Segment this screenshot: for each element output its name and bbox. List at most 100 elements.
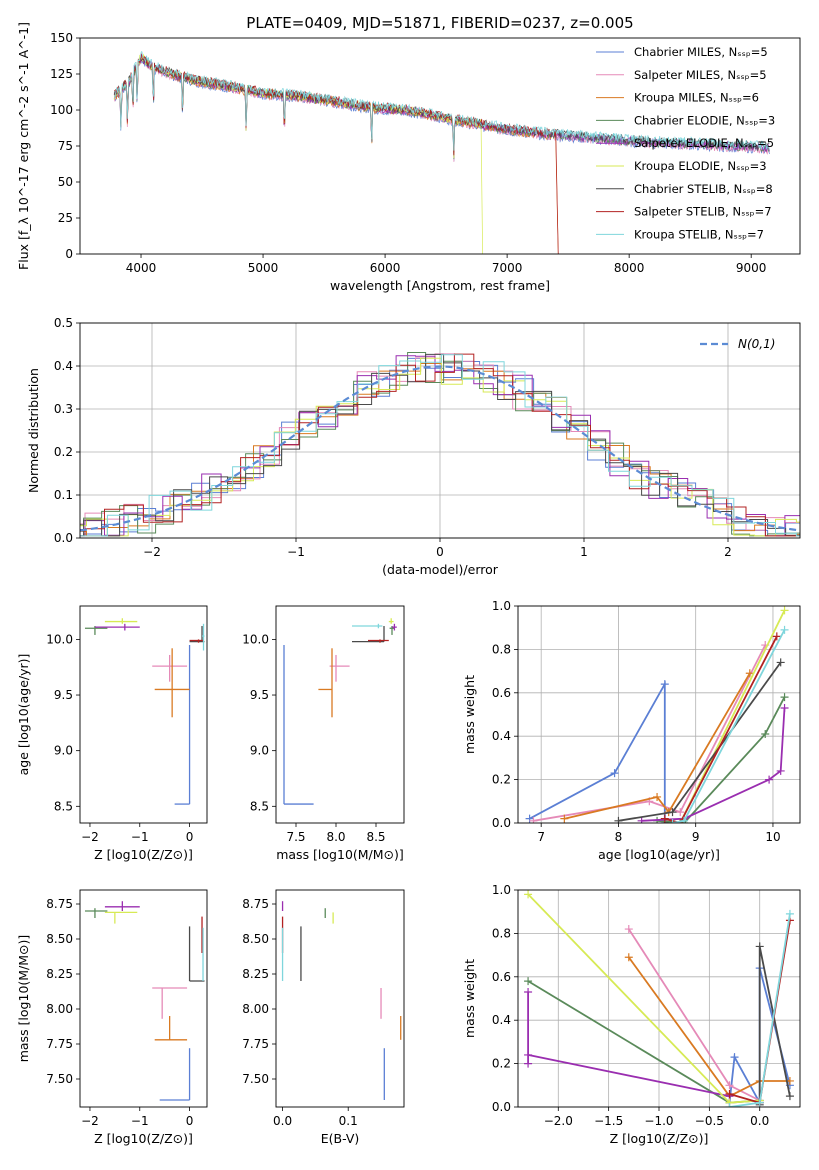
x-tick-label: −2.0 — [544, 1114, 573, 1128]
data-point — [524, 1050, 533, 1059]
x-tick-label: −1 — [131, 1114, 149, 1128]
histogram-step — [80, 353, 800, 537]
data-point — [730, 1053, 739, 1062]
y-tick-label: 8.5 — [250, 799, 269, 813]
y-tick-label: 9.5 — [250, 688, 269, 702]
x-tick-label: −1 — [131, 830, 149, 844]
plot-area-mass-vs-ebv — [281, 901, 402, 1100]
data-point — [785, 909, 794, 918]
plot-area-massweight-vs-age — [525, 606, 789, 823]
y-tick-label: 8.25 — [242, 967, 269, 981]
x-tick-label: 8.5 — [366, 830, 385, 844]
data-point — [755, 1098, 764, 1107]
y-axis-label: age [log10(age/yr)] — [16, 654, 31, 776]
x-tick-label: −1 — [287, 545, 305, 559]
histogram-step — [80, 353, 800, 531]
y-tick-label: 9.0 — [250, 744, 269, 758]
panel-spectrum: 4000 5000 6000 7000 8000 9000 0 25 50 75 100 125 150… — [16, 22, 801, 293]
mass-weight-line — [527, 893, 760, 1104]
y-tick-label: 0.0 — [492, 816, 511, 830]
panel-age-vs-Z: −2 −1 0 8.5 9.0 9.5 10.0 Z [log10(Z/Z⊙)] age [lo… — [16, 605, 208, 862]
histogram-step — [80, 357, 800, 537]
x-tick-label: 7.5 — [286, 830, 305, 844]
data-point — [780, 625, 789, 634]
x-tick-label: 5000 — [248, 261, 279, 275]
y-tick-label: 0.4 — [492, 1013, 511, 1027]
plot-area-residuals — [80, 352, 800, 537]
data-point — [653, 792, 662, 801]
y-tick-label: 8.75 — [46, 897, 73, 911]
x-axis-label: mass [log10(M/M⊙)] — [276, 847, 404, 862]
gaussian-curve — [80, 365, 800, 532]
legend-label: Kroupa MILES, Nₛₛₚ=6 — [634, 91, 759, 105]
y-tick-label: 100 — [50, 103, 73, 117]
histogram-step — [80, 355, 800, 537]
plot-area-spectrum — [113, 51, 770, 254]
legend-label: Chabrier MILES, Nₛₛₚ=5 — [634, 45, 768, 59]
y-axis-label: Normed distribution — [26, 368, 41, 493]
y-tick-label: 7.50 — [242, 1072, 269, 1086]
legend-label: Kroupa ELODIE, Nₛₛₚ=3 — [634, 159, 767, 173]
data-point — [524, 890, 533, 899]
y-tick-label: 1.0 — [492, 599, 511, 613]
y-tick-label: 125 — [50, 67, 73, 81]
y-tick-label: 0.2 — [492, 1057, 511, 1071]
x-tick-label: 7 — [537, 830, 545, 844]
y-tick-label: 8.00 — [242, 1002, 269, 1016]
y-tick-label: 0.8 — [492, 642, 511, 656]
plot-area-massweight-vs-Z — [524, 890, 794, 1107]
y-tick-label: 0.4 — [54, 359, 73, 373]
y-tick-label: 10.0 — [242, 632, 269, 646]
x-tick-label: 0 — [186, 1114, 194, 1128]
x-axis-label: Z [log10(Z/Z⊙)] — [610, 1131, 709, 1146]
figure-title: PLATE=0409, MJD=51871, FIBERID=0237, z=0… — [246, 14, 633, 32]
x-axis-label: E(B-V) — [321, 1131, 360, 1146]
y-tick-label: 7.75 — [46, 1037, 73, 1051]
data-point — [725, 1081, 734, 1090]
mass-weight-line — [564, 672, 751, 820]
x-tick-label: 1 — [580, 545, 588, 559]
x-tick-label: 0 — [436, 545, 444, 559]
y-tick-label: 9.0 — [54, 744, 73, 758]
plot-area-age-vs-mass — [283, 618, 397, 805]
legend: Chabrier MILES, Nₛₛₚ=5 Salpeter MILES, Nₛ… — [596, 45, 775, 241]
y-tick-label: 75 — [58, 139, 73, 153]
data-point — [624, 925, 633, 934]
legend-label: Salpeter MILES, Nₛₛₚ=5 — [634, 68, 767, 82]
data-point — [637, 816, 646, 823]
data-point — [660, 814, 669, 823]
legend-label: N(0,1) — [738, 337, 775, 351]
y-tick-label: 50 — [58, 175, 73, 189]
axes-frame — [79, 889, 208, 1108]
axes-frame — [79, 605, 208, 824]
spectrum-line — [113, 53, 559, 254]
x-tick-label: 6000 — [370, 261, 401, 275]
x-tick-label: 9000 — [736, 261, 767, 275]
histogram-step — [80, 357, 800, 537]
mass-weight-line — [618, 661, 782, 822]
y-tick-label: 8.75 — [242, 897, 269, 911]
y-axis-label: mass weight — [462, 959, 477, 1038]
data-point — [660, 680, 669, 689]
y-tick-label: 0.1 — [54, 488, 73, 502]
data-point — [624, 953, 633, 962]
y-axis-label: Flux [f_λ 10^-17 erg cm^-2 s^-1 A^-1] — [16, 22, 31, 270]
legend-label: Chabrier ELODIE, Nₛₛₚ=3 — [634, 113, 775, 127]
y-tick-label: 25 — [58, 211, 73, 225]
y-tick-label: 0.5 — [54, 316, 73, 330]
plot-area-mass-vs-Z — [84, 901, 205, 1101]
y-tick-label: 0.3 — [54, 402, 73, 416]
y-tick-label: 1.0 — [492, 883, 511, 897]
axes-frame — [79, 37, 801, 255]
data-point — [614, 816, 623, 823]
data-point — [680, 816, 689, 823]
histogram-step — [80, 354, 800, 537]
y-tick-label: 0.2 — [54, 445, 73, 459]
y-axis-label: mass [log10(M/M⊙)] — [16, 935, 31, 1063]
mass-weight-line — [628, 928, 761, 1102]
x-tick-label: −2 — [81, 830, 99, 844]
legend-label: Salpeter STELIB, Nₛₛₚ=7 — [634, 205, 772, 219]
data-point — [524, 1059, 533, 1068]
x-tick-label: 4000 — [126, 261, 157, 275]
panel-age-vs-mass: 7.5 8.0 8.5 8.5 9.0 9.5 10.0 mass [log10(M/M⊙)] — [242, 605, 405, 862]
